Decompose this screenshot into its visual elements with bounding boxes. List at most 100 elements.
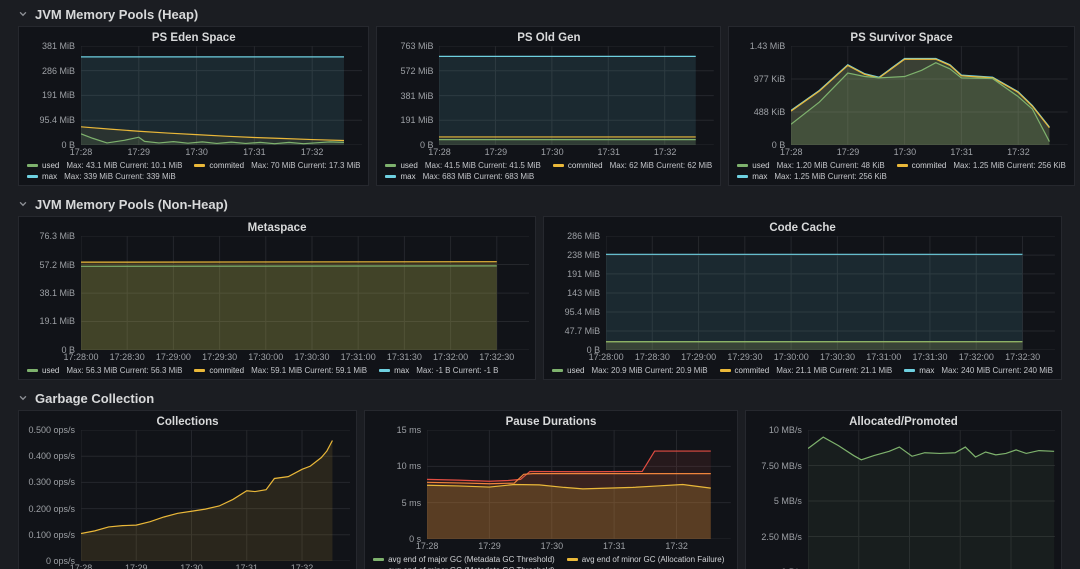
y-axis-labels: 1.43 MiB977 KiB488 KiB0 B [735, 46, 791, 145]
legend-item[interactable]: usedMax: 20.9 MiB Current: 20.9 MiB [552, 366, 707, 375]
y-axis-tick-label: 488 KiB [754, 107, 786, 117]
legend-row: maxMax: 1.25 MiB Current: 256 KiB [737, 171, 1066, 182]
plot-wrap: 17:2817:2917:3017:3117:32 [81, 430, 350, 569]
y-axis-tick-label: 76.3 MiB [39, 231, 75, 241]
x-axis-tick-label: 17:30 [541, 147, 564, 157]
legend-series-name: max [752, 172, 767, 181]
y-axis-tick-label: 5 ms [402, 498, 422, 508]
x-axis-tick-label: 17:29 [128, 147, 151, 157]
legend-item[interactable]: maxMax: 1.25 MiB Current: 256 KiB [737, 172, 887, 181]
legend-color-swatch-icon [373, 558, 384, 561]
panel: Collections 0.500 ops/s0.400 ops/s0.300 … [18, 410, 357, 569]
legend-item[interactable]: commitedMax: 70 MiB Current: 17.3 MiB [194, 161, 360, 170]
legend-series-name: commited [912, 161, 947, 170]
legend: usedMax: 41.5 MiB Current: 41.5 MiB commi… [383, 159, 714, 183]
y-axis-labels: 286 MiB238 MiB191 MiB143 MiB95.4 MiB47.7… [550, 236, 606, 350]
legend-item[interactable]: usedMax: 56.3 MiB Current: 56.3 MiB [27, 366, 182, 375]
legend-color-swatch-icon [379, 369, 390, 372]
x-axis-labels: 17:2817:2917:3017:3117:32 [439, 145, 714, 159]
row-jvm-nonheap: JVM Memory Pools (Non-Heap) Metaspace 76… [18, 192, 1062, 380]
x-axis-tick-label: 17:30:00 [248, 352, 283, 362]
legend-row: usedMax: 1.20 MiB Current: 48 KiB commite… [737, 160, 1066, 171]
legend-item[interactable]: maxMax: 683 MiB Current: 683 MiB [385, 172, 534, 181]
legend-item[interactable]: commitedMax: 62 MiB Current: 62 MiB [553, 161, 712, 170]
row-title: Garbage Collection [35, 391, 154, 406]
x-axis-tick-label: 17:28 [70, 563, 93, 569]
y-axis-tick-label: 2.50 MB/s [761, 532, 802, 542]
legend-series-name: max [42, 172, 57, 181]
x-axis-tick-label: 17:30 [185, 147, 208, 157]
legend-item[interactable]: usedMax: 1.20 MiB Current: 48 KiB [737, 161, 884, 170]
x-axis-tick-label: 17:28 [70, 147, 93, 157]
y-axis-tick-label: 238 MiB [567, 250, 600, 260]
legend-item[interactable]: max Max: 339 MiB Current: 339 MiB [27, 172, 176, 181]
legend-item[interactable]: commitedMax: 21.1 MiB Current: 21.1 MiB [720, 366, 893, 375]
y-axis-tick-label: 572 MiB [400, 66, 433, 76]
chart: 76.3 MiB57.2 MiB38.1 MiB19.1 MiB0 B 17:2… [25, 236, 529, 364]
legend-series-name: used [400, 161, 417, 170]
row-title: JVM Memory Pools (Non-Heap) [35, 197, 228, 212]
y-axis-tick-label: 286 MiB [42, 66, 75, 76]
panel-title[interactable]: Metaspace [25, 220, 529, 236]
chart: 763 MiB572 MiB381 MiB191 MiB0 B 17:2817:… [383, 46, 714, 159]
legend-series-name: max [394, 366, 409, 375]
chart: 0.500 ops/s0.400 ops/s0.300 ops/s0.200 o… [25, 430, 350, 569]
panel-title[interactable]: Code Cache [550, 220, 1055, 236]
x-axis-labels: 17:2817:2917:3017:3117:32 [81, 145, 362, 159]
legend-item[interactable]: usedMax: 41.5 MiB Current: 41.5 MiB [385, 161, 540, 170]
legend-item[interactable]: maxMax: 240 MiB Current: 240 MiB [904, 366, 1053, 375]
legend-item[interactable]: commitedMax: 1.25 MiB Current: 256 KiB [897, 161, 1066, 170]
chevron-down-icon [18, 9, 28, 19]
legend-item[interactable]: usedMax: 43.1 MiB Current: 10.1 MiB [27, 161, 182, 170]
panel: PS Survivor Space 1.43 MiB977 KiB488 KiB… [728, 26, 1075, 186]
legend-row: usedMax: 43.1 MiB Current: 10.1 MiB commi… [27, 160, 360, 171]
chart-canvas [808, 430, 1055, 569]
legend-series-name: used [42, 161, 59, 170]
row-header-jvm-heap[interactable]: JVM Memory Pools (Heap) [18, 2, 1062, 26]
plot-area [427, 430, 731, 539]
plot-wrap: 17:2817:2917:3017:3117:32 [791, 46, 1068, 159]
legend-series-name: used [752, 161, 769, 170]
legend-series-stats: Max: 21.1 MiB Current: 21.1 MiB [776, 366, 892, 375]
x-axis-tick-label: 17:32 [665, 541, 688, 551]
x-axis-tick-label: 17:32 [1007, 147, 1030, 157]
legend-series-stats: Max: 339 MiB Current: 339 MiB [64, 172, 176, 181]
x-axis-tick-label: 17:31 [243, 147, 266, 157]
legend-series-stats: Max: -1 B Current: -1 B [416, 366, 498, 375]
legend-color-swatch-icon [552, 369, 563, 372]
y-axis-tick-label: 47.7 MiB [565, 326, 601, 336]
panel-title[interactable]: Pause Durations [371, 414, 731, 430]
legend-color-swatch-icon [737, 175, 748, 178]
x-axis-tick-label: 17:29 [125, 563, 148, 569]
row-header-jvm-nonheap[interactable]: JVM Memory Pools (Non-Heap) [18, 192, 1062, 216]
legend-series-name: used [42, 366, 59, 375]
x-axis-tick-label: 17:30 [541, 541, 564, 551]
legend-color-swatch-icon [720, 369, 731, 372]
legend-item[interactable]: avg end of minor GC (Allocation Failure) [567, 555, 725, 564]
legend-item[interactable]: avg end of major GC (Metadata GC Thresho… [373, 555, 555, 564]
x-axis-tick-label: 17:28 [428, 147, 451, 157]
legend-item[interactable]: commitedMax: 59.1 MiB Current: 59.1 MiB [194, 366, 367, 375]
chart-canvas [81, 46, 362, 145]
plot-area [81, 430, 350, 561]
legend-series-name: commited [209, 366, 244, 375]
y-axis-tick-label: 0.500 ops/s [28, 425, 75, 435]
legend-series-name: used [567, 366, 584, 375]
legend: usedMax: 56.3 MiB Current: 56.3 MiB commi… [25, 364, 529, 377]
x-axis-tick-label: 17:29:00 [681, 352, 716, 362]
x-axis-tick-label: 17:32:30 [1005, 352, 1040, 362]
legend-item[interactable]: max Max: -1 B Current: -1 B [379, 366, 498, 375]
row-header-garbage-collection[interactable]: Garbage Collection [18, 386, 1062, 410]
panel-title[interactable]: PS Eden Space [25, 30, 362, 46]
y-axis-tick-label: 381 MiB [42, 41, 75, 51]
legend-color-swatch-icon [897, 164, 908, 167]
chart-canvas [81, 430, 350, 561]
x-axis-labels: 17:2817:2917:3017:3117:32 [427, 539, 731, 553]
plot-wrap: 17:2817:2917:3017:3117:32 [81, 46, 362, 159]
x-axis-tick-label: 17:32:00 [959, 352, 994, 362]
x-axis-tick-label: 17:29 [837, 147, 860, 157]
x-axis-labels: 17:2817:2917:3017:3117:32 [791, 145, 1068, 159]
legend-color-swatch-icon [567, 558, 578, 561]
legend-color-swatch-icon [27, 164, 38, 167]
chart-canvas [427, 430, 731, 539]
